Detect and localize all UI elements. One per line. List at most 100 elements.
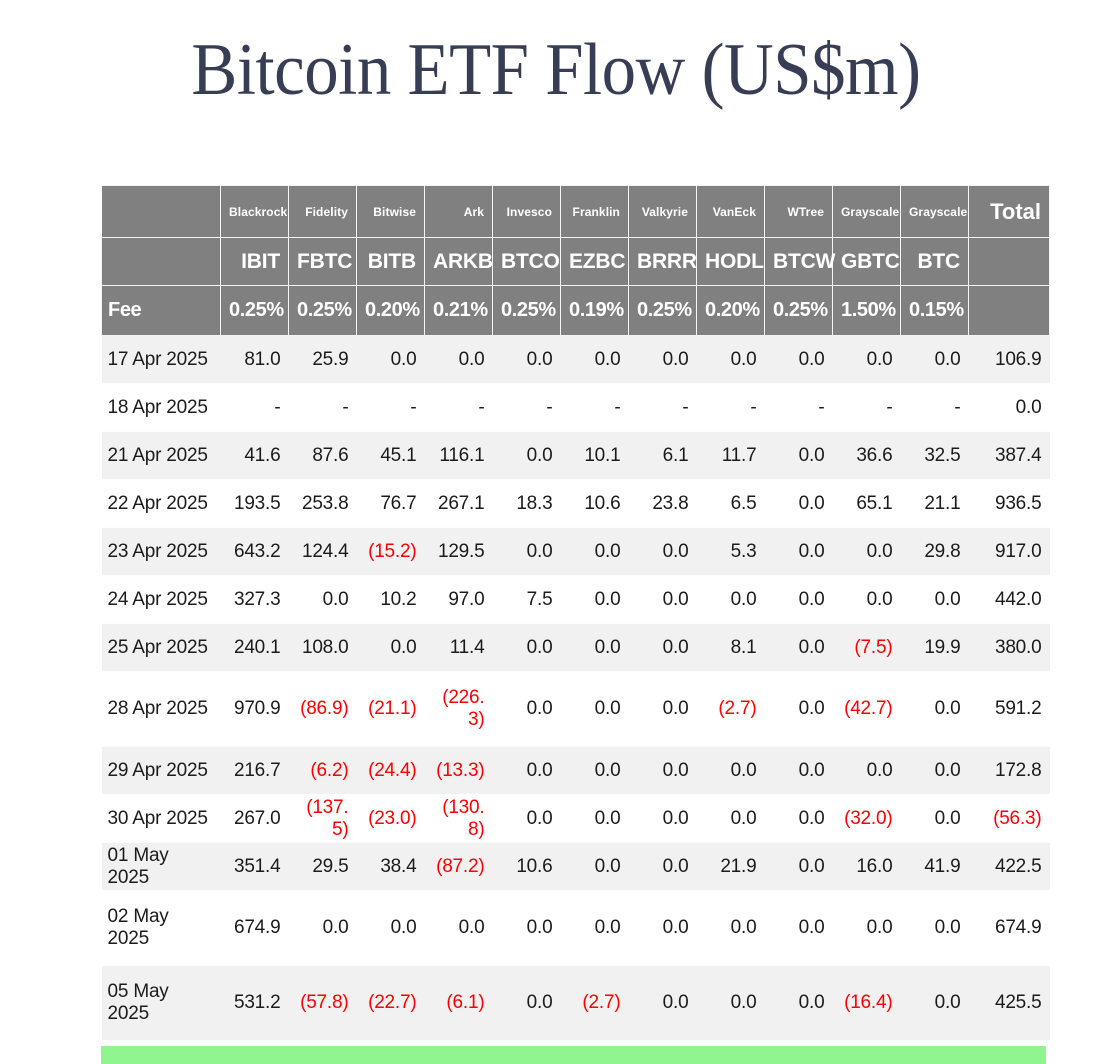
cell-ezbc: 0.0 bbox=[560, 842, 629, 891]
cell-bitb: 10.2 bbox=[356, 575, 425, 624]
fee-brrr: 0.25% bbox=[628, 285, 697, 336]
cell-gbtc: 0.0 bbox=[832, 527, 901, 576]
row-date: 24 Apr 2025 bbox=[101, 575, 221, 624]
table-header: Blackrock Fidelity Bitwise Ark Invesco Frankl… bbox=[101, 185, 1050, 336]
cell-ibit: 240.1 bbox=[220, 623, 289, 672]
header-ticker-btc: BTC bbox=[900, 237, 969, 286]
row-date: 17 Apr 2025 bbox=[101, 335, 221, 384]
table-body: 17 Apr 2025 81.0 25.9 0.0 0.0 0.0 0.0 0.0 0.0 0.0… bbox=[101, 335, 1050, 1041]
cell-ibit: 674.9 bbox=[220, 890, 289, 966]
fee-row-total-cell bbox=[968, 285, 1050, 336]
cell-gbtc: 0.0 bbox=[832, 575, 901, 624]
fee-gbtc: 1.50% bbox=[832, 285, 901, 336]
cell-arkb: - bbox=[424, 383, 493, 432]
row-date: 25 Apr 2025 bbox=[101, 623, 221, 672]
header-issuer-btc: Grayscale bbox=[900, 185, 969, 238]
table-row: 21 Apr 2025 41.6 87.6 45.1 116.1 0.0 10.1 6.1 11… bbox=[101, 431, 1050, 480]
cell-brrr: 6.1 bbox=[628, 431, 697, 480]
cell-total: 917.0 bbox=[968, 527, 1050, 576]
cell-bitb: 0.0 bbox=[356, 623, 425, 672]
cell-btc: 0.0 bbox=[900, 890, 969, 966]
cell-hodl: (2.7) bbox=[696, 671, 765, 747]
cell-btco: 7.5 bbox=[492, 575, 561, 624]
cell-total: 936.5 bbox=[968, 479, 1050, 528]
cell-hodl: 0.0 bbox=[696, 575, 765, 624]
cell-gbtc: (16.4) bbox=[832, 965, 901, 1041]
fee-ibit: 0.25% bbox=[220, 285, 289, 336]
cell-arkb: (13.3) bbox=[424, 746, 493, 795]
cell-fbtc: 0.0 bbox=[288, 890, 357, 966]
cell-ibit: 193.5 bbox=[220, 479, 289, 528]
row-date: 02 May 2025 bbox=[101, 890, 221, 966]
cell-brrr: 0.0 bbox=[628, 746, 697, 795]
header-ticker-ibit: IBIT bbox=[220, 237, 289, 286]
cell-bitb: (23.0) bbox=[356, 794, 425, 843]
cell-total: 425.5 bbox=[968, 965, 1050, 1041]
table-row: 23 Apr 2025 643.2 124.4 (15.2) 129.5 0.0 0.0 0.… bbox=[101, 527, 1050, 576]
cell-hodl: 0.0 bbox=[696, 965, 765, 1041]
header-ticker-arkb: ARKB bbox=[424, 237, 493, 286]
cell-arkb: (6.1) bbox=[424, 965, 493, 1041]
cell-btcw: - bbox=[764, 383, 833, 432]
fee-btc: 0.15% bbox=[900, 285, 969, 336]
header-issuer-ezbc: Franklin bbox=[560, 185, 629, 238]
header-ticker-btco: BTCO bbox=[492, 237, 561, 286]
row-date: 22 Apr 2025 bbox=[101, 479, 221, 528]
header-row-tickers: IBIT FBTC BITB ARKB BTCO EZBC BRRR HODL BTCW GBTC… bbox=[101, 237, 1050, 286]
cell-ibit: 351.4 bbox=[220, 842, 289, 891]
cell-btco: 0.0 bbox=[492, 746, 561, 795]
cell-ibit: 970.9 bbox=[220, 671, 289, 747]
cell-brrr: 0.0 bbox=[628, 671, 697, 747]
cell-hodl: 6.5 bbox=[696, 479, 765, 528]
cell-btcw: 0.0 bbox=[764, 527, 833, 576]
cell-brrr: 0.0 bbox=[628, 890, 697, 966]
cell-brrr: 0.0 bbox=[628, 527, 697, 576]
cell-total: 387.4 bbox=[968, 431, 1050, 480]
cell-ezbc: 0.0 bbox=[560, 671, 629, 747]
header-ticker-ezbc: EZBC bbox=[560, 237, 629, 286]
fee-ezbc: 0.19% bbox=[560, 285, 629, 336]
cell-total: 0.0 bbox=[968, 383, 1050, 432]
fee-arkb: 0.21% bbox=[424, 285, 493, 336]
cell-ezbc: 0.0 bbox=[560, 794, 629, 843]
cell-ibit: 41.6 bbox=[220, 431, 289, 480]
table-row: 28 Apr 2025 970.9 (86.9) (21.1) (226.3) 0.0 0.… bbox=[101, 671, 1050, 747]
cell-bitb: - bbox=[356, 383, 425, 432]
cell-btcw: 0.0 bbox=[764, 746, 833, 795]
header-ticker-fbtc: FBTC bbox=[288, 237, 357, 286]
cell-btc: 0.0 bbox=[900, 575, 969, 624]
cell-gbtc: (32.0) bbox=[832, 794, 901, 843]
row-date: 18 Apr 2025 bbox=[101, 383, 221, 432]
header-ticker-btcw: BTCW bbox=[764, 237, 835, 286]
cell-btcw: 0.0 bbox=[764, 479, 833, 528]
table-row: 17 Apr 2025 81.0 25.9 0.0 0.0 0.0 0.0 0.0 0.0 0.0… bbox=[101, 335, 1050, 384]
cell-fbtc: - bbox=[288, 383, 357, 432]
cell-bitb: (15.2) bbox=[356, 527, 425, 576]
cell-gbtc: 65.1 bbox=[832, 479, 901, 528]
cell-ezbc: 0.0 bbox=[560, 746, 629, 795]
cell-total: 674.9 bbox=[968, 890, 1050, 966]
cell-btco: 18.3 bbox=[492, 479, 561, 528]
cell-bitb: 38.4 bbox=[356, 842, 425, 891]
row-date: 01 May 2025 bbox=[101, 842, 221, 891]
cell-btc: 0.0 bbox=[900, 965, 969, 1041]
cell-arkb: 11.4 bbox=[424, 623, 493, 672]
cell-ezbc: 10.1 bbox=[560, 431, 629, 480]
cell-bitb: 0.0 bbox=[356, 335, 425, 384]
cell-hodl: 0.0 bbox=[696, 746, 765, 795]
cell-arkb: (87.2) bbox=[424, 842, 493, 891]
cell-fbtc: (137.5) bbox=[288, 794, 357, 843]
header-ticker-bitb: BITB bbox=[356, 237, 425, 286]
cell-brrr: 23.8 bbox=[628, 479, 697, 528]
cell-hodl: 0.0 bbox=[696, 335, 765, 384]
ticker-row-total-cell bbox=[968, 237, 1050, 286]
cell-btc: 41.9 bbox=[900, 842, 969, 891]
cell-btco: 10.6 bbox=[492, 842, 561, 891]
etf-flow-table: Blackrock Fidelity Bitwise Ark Invesco Frankl… bbox=[101, 185, 1050, 1041]
cell-btc: 0.0 bbox=[900, 671, 969, 747]
header-issuer-ibit: Blackrock bbox=[220, 185, 289, 238]
cell-fbtc: (6.2) bbox=[288, 746, 357, 795]
fee-btcw: 0.25% bbox=[764, 285, 833, 336]
fee-hodl: 0.20% bbox=[696, 285, 765, 336]
cell-brrr: - bbox=[628, 383, 697, 432]
